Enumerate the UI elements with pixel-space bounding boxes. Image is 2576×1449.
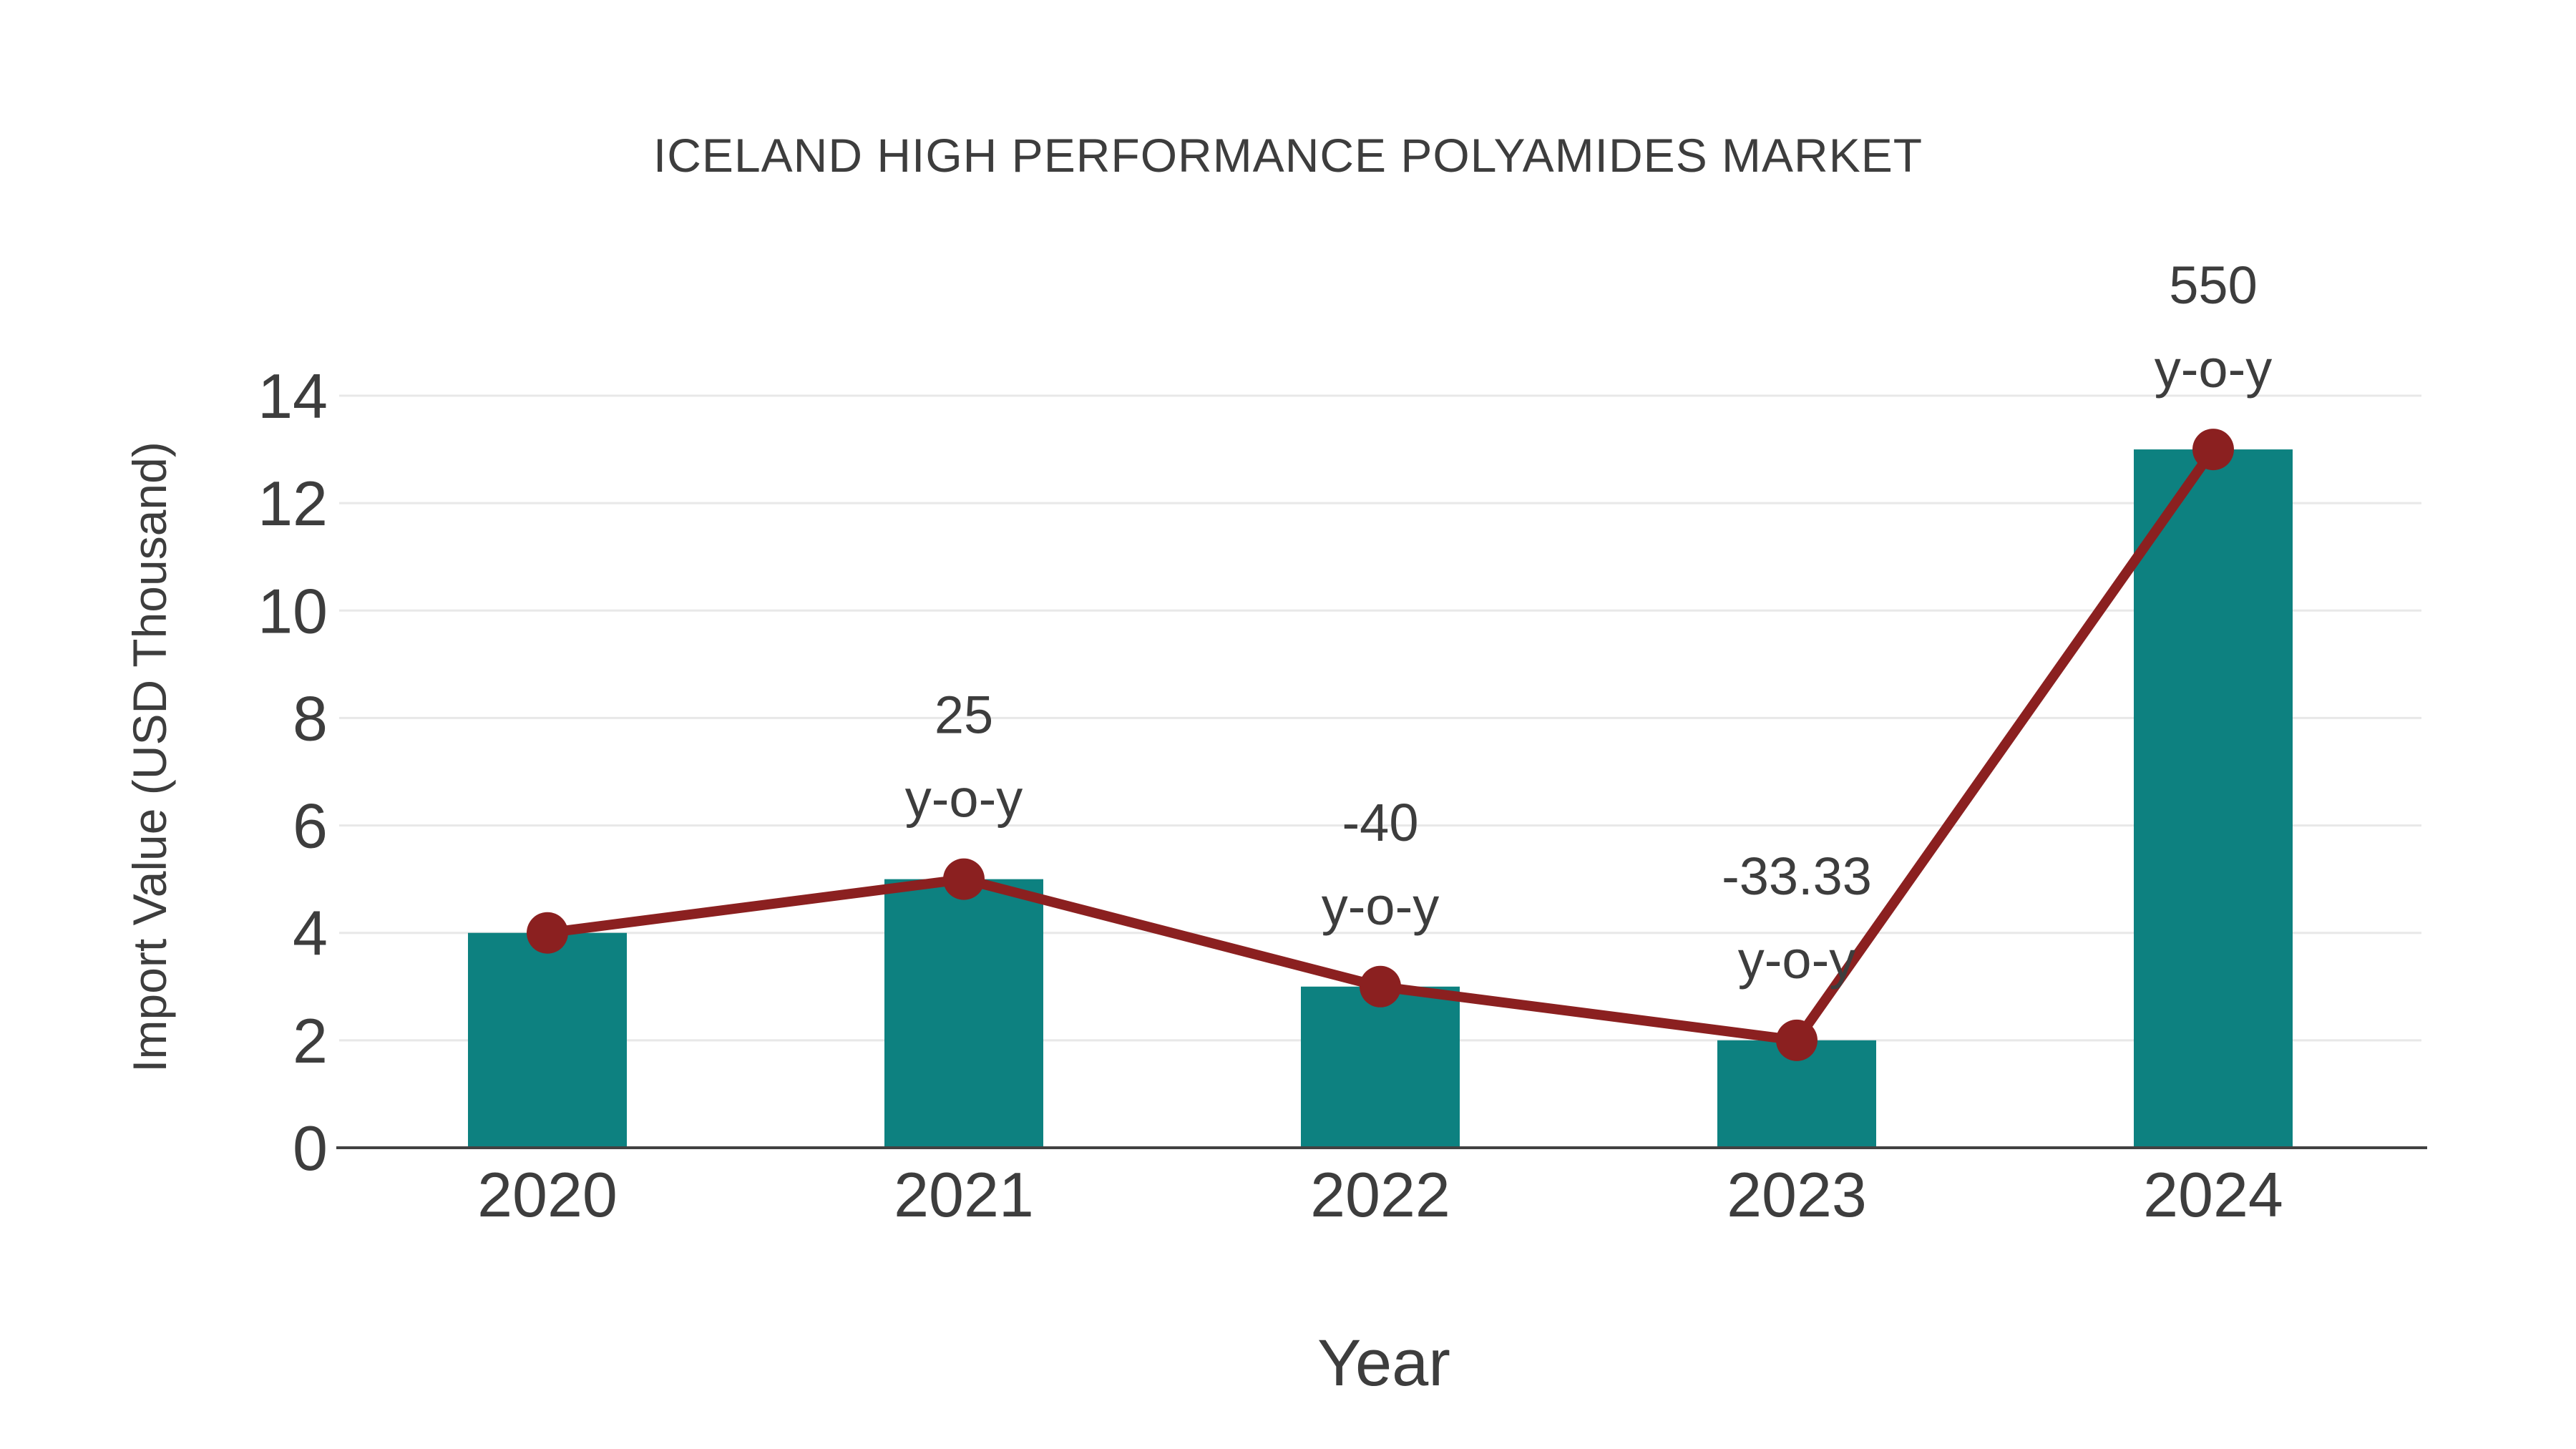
bar-2022: [1301, 986, 1460, 1148]
y-tick-label-14: 14: [258, 361, 328, 431]
y-tick-labels-group: 0 2 4 6 8 10 12 14: [258, 361, 328, 1184]
annotation-yoy-label-2021: y-o-y: [905, 769, 1023, 829]
annotation-2023: -33.33 y-o-y: [1722, 847, 1872, 990]
x-axis-title: Year: [1317, 1327, 1450, 1400]
trend-marker-2021: [943, 858, 985, 900]
y-tick-label-4: 4: [293, 898, 328, 969]
x-tick-label-2023: 2023: [1727, 1159, 1867, 1230]
gridlines-group: [339, 394, 2421, 1042]
annotations-group: 25 y-o-y -40 y-o-y -33.33 y-o-y 550 y-o-y: [905, 255, 2272, 990]
annotation-2022: -40 y-o-y: [1322, 793, 1439, 936]
x-tick-label-2021: 2021: [894, 1159, 1034, 1230]
y-axis-title: Import Value (USD Thousand): [123, 441, 176, 1073]
trend-line: [542, 444, 2218, 1045]
annotation-yoy-label-2024: y-o-y: [2155, 339, 2272, 399]
y-tick-label-12: 12: [258, 468, 328, 539]
bar-2020: [468, 932, 627, 1148]
bar-2024: [2134, 449, 2293, 1148]
annotation-value-2023: -33.33: [1722, 847, 1872, 906]
trend-marker-2020: [527, 912, 568, 954]
annotation-value-2021: 25: [935, 686, 993, 745]
chart-title: ICELAND HIGH PERFORMANCE POLYAMIDES MARK…: [653, 129, 1923, 182]
x-tick-label-2020: 2020: [477, 1159, 618, 1230]
annotation-yoy-label-2022: y-o-y: [1322, 877, 1439, 936]
x-tick-labels-group: 2020 2021 2022 2023 2024: [477, 1159, 2283, 1230]
y-tick-label-0: 0: [293, 1113, 328, 1184]
bar-series-group: [468, 449, 2293, 1148]
y-tick-label-8: 8: [293, 683, 328, 753]
y-tick-label-10: 10: [258, 575, 328, 646]
trend-marker-2022: [1360, 965, 1401, 1008]
y-tick-label-2: 2: [293, 1005, 328, 1076]
annotation-2021: 25 y-o-y: [905, 686, 1023, 829]
trend-marker-2024: [2192, 429, 2234, 471]
annotation-value-2022: -40: [1342, 793, 1419, 852]
trend-line-group: [527, 429, 2234, 1061]
x-tick-label-2024: 2024: [2143, 1159, 2283, 1230]
annotation-yoy-label-2023: y-o-y: [1738, 930, 1855, 990]
annotation-2024: 550 y-o-y: [2155, 255, 2272, 399]
x-tick-label-2022: 2022: [1310, 1159, 1450, 1230]
annotation-value-2024: 550: [2169, 255, 2257, 315]
trend-marker-2023: [1776, 1019, 1818, 1061]
bar-2021: [884, 879, 1043, 1148]
y-tick-label-6: 6: [293, 791, 328, 862]
